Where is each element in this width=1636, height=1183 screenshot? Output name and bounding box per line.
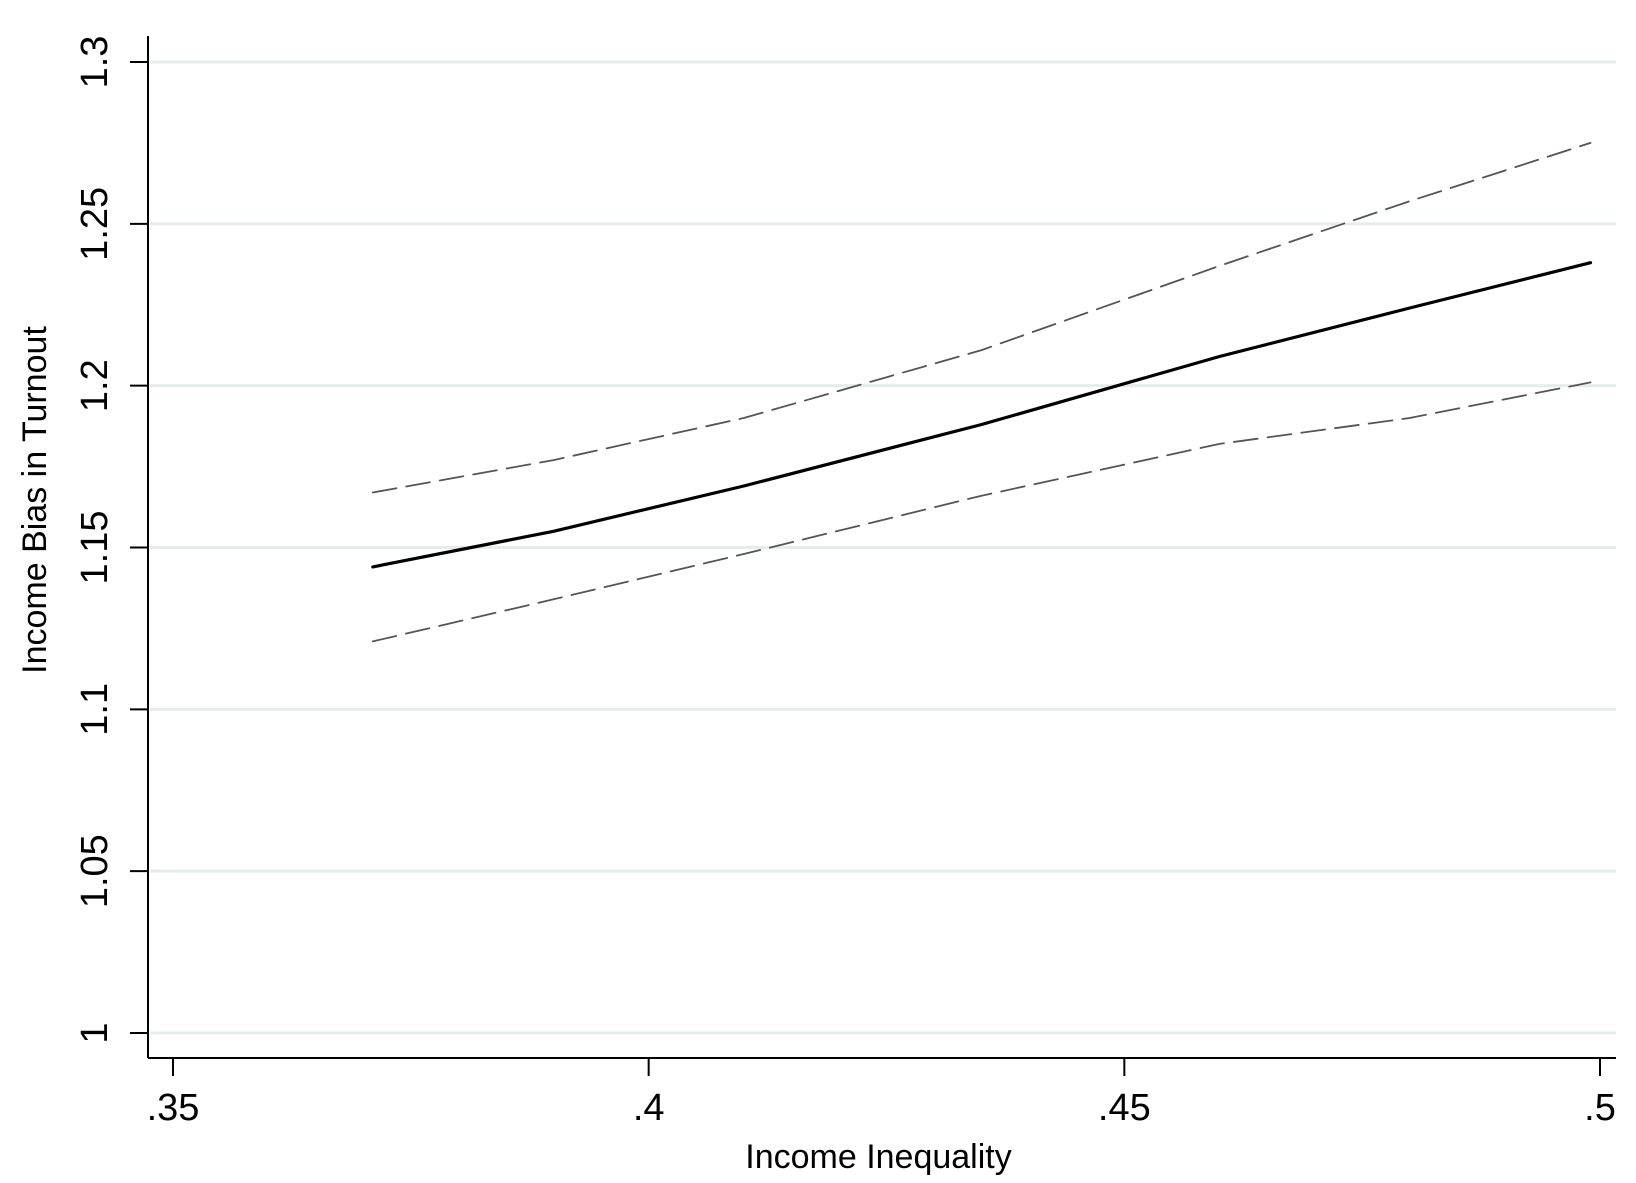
- y-tick-label-0: 1: [74, 1022, 116, 1043]
- gridlines: [150, 60, 1616, 1035]
- y-tick-label-3: 1.15: [74, 511, 116, 585]
- y-tick-label-5: 1.25: [74, 187, 116, 261]
- y-tick-label-1: 1.05: [74, 834, 116, 908]
- series-group: [371, 141, 1593, 643]
- series-line-lower-bound: [371, 381, 1592, 643]
- tick-labels: 1 1.05 1.1 1.15 1.2 1.25 1.3 .35 .4 .45 .5: [74, 36, 1616, 1129]
- y-tick-label-6: 1.3: [74, 36, 116, 89]
- x-tick-label-0: .35: [147, 1087, 200, 1129]
- x-tick-label-3: .5: [1584, 1087, 1616, 1129]
- series-line-estimate: [371, 261, 1593, 569]
- y-tick-label-4: 1.2: [74, 359, 116, 412]
- axes: [130, 36, 1616, 1076]
- x-tick-label-1: .4: [633, 1087, 665, 1129]
- x-axis-title: Income Inequality: [745, 1138, 1012, 1176]
- y-axis-title: Income Bias in Turnout: [16, 326, 54, 674]
- y-tick-label-2: 1.1: [74, 683, 116, 736]
- series-line-upper-bound: [371, 141, 1592, 494]
- x-tick-label-2: .45: [1098, 1087, 1151, 1129]
